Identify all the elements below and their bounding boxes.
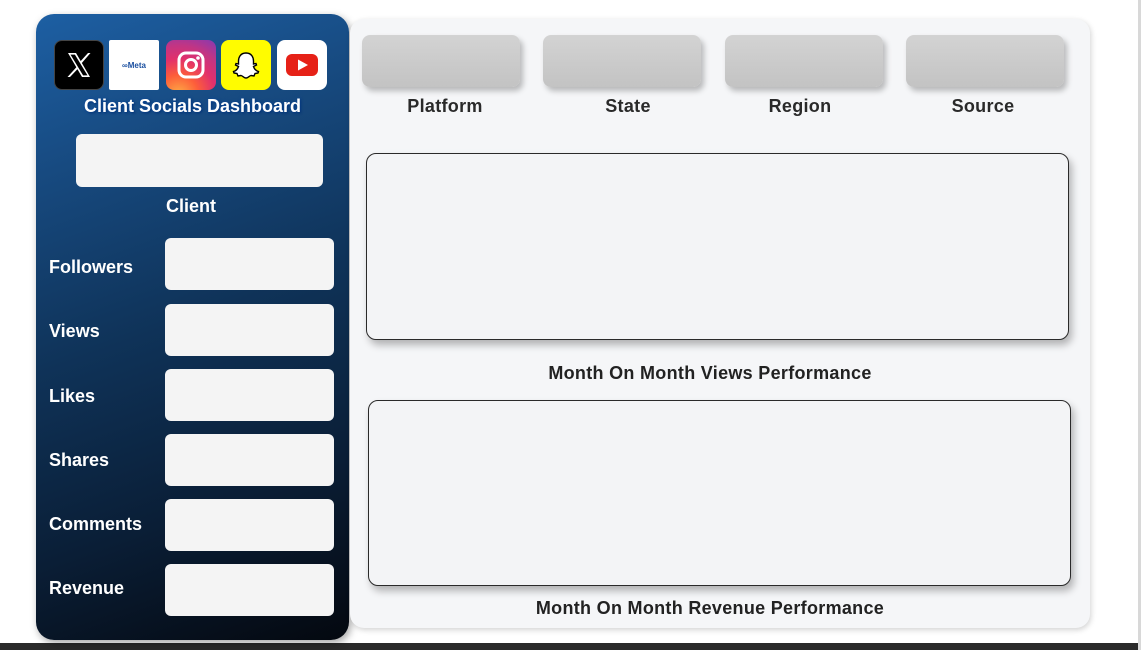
metric-card-shares [165,434,334,486]
snapchat-logo-icon[interactable] [221,40,271,90]
source-slicer[interactable] [906,35,1064,87]
metric-label-revenue: Revenue [49,578,125,598]
metric-label-shares: Shares [49,450,110,470]
source-label: Source [951,96,1015,116]
sidebar: ∞Meta Client Socials Dashboard Client Fo… [36,14,349,640]
platform-label: Platform [407,96,483,116]
meta-logo-text: ∞Meta [122,60,146,70]
metric-card-views [165,304,334,356]
metric-label-followers: Followers [49,257,134,277]
metric-label-comments: Comments [49,514,143,534]
region-slicer[interactable] [725,35,883,87]
metric-card-likes [165,369,334,421]
instagram-logo-icon[interactable] [166,40,216,90]
region-label: Region [768,96,832,116]
bottom-bar [0,643,1141,650]
right-edge [1138,0,1141,650]
client-label: Client [165,196,216,216]
views-chart-area [366,153,1069,340]
platform-slicer[interactable] [362,35,520,87]
dashboard-title: Client Socials Dashboard [83,96,302,116]
state-slicer[interactable] [543,35,701,87]
metric-label-views: Views [49,321,100,341]
metric-card-revenue [165,564,334,616]
client-slicer[interactable] [76,134,323,187]
meta-logo-icon[interactable]: ∞Meta [109,40,159,90]
metric-card-followers [165,238,334,290]
state-label: State [605,96,651,116]
views-chart-title: Month On Month Views Performance [548,363,872,383]
metric-label-likes: Likes [49,386,96,406]
main-panel: Platform State Region Source Month On Mo… [350,19,1090,628]
revenue-chart-title: Month On Month Revenue Performance [535,598,885,618]
revenue-chart-area [368,400,1071,586]
metric-card-comments [165,499,334,551]
youtube-logo-icon[interactable] [277,40,327,90]
x-logo-icon[interactable] [54,40,104,90]
